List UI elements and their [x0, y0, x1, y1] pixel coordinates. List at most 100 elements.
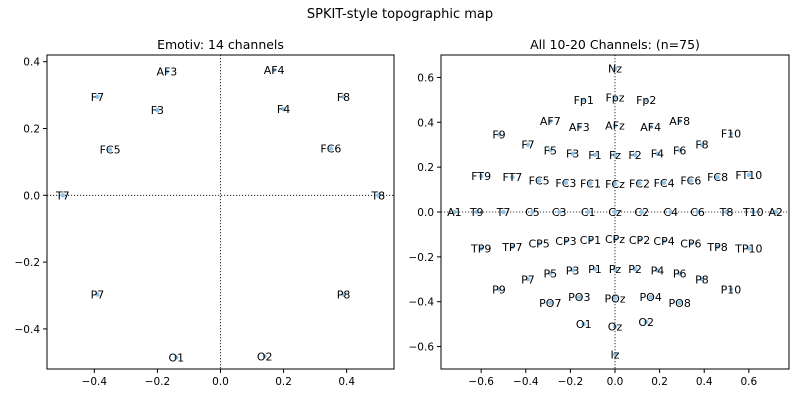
- channel-label-po3: PO3: [568, 291, 590, 304]
- y-tick-label: −0.4: [15, 324, 41, 336]
- x-tick-label: −0.2: [558, 376, 584, 388]
- channel-point-f1: [592, 152, 598, 158]
- channel-label-fc2: FC2: [629, 177, 650, 190]
- axes-10-20: All 10-20 Channels: (n=75) Nz Fp1 Fpz Fp2 AF7…: [409, 37, 790, 388]
- channel-label-a1: A1: [447, 206, 462, 219]
- channel-label-t8: T8: [719, 206, 734, 219]
- channel-point-nz: [612, 66, 618, 71]
- channel-point-fcz: [612, 181, 618, 187]
- channel-point-ft7: [510, 175, 515, 180]
- channel-point-fc5: [536, 178, 542, 183]
- channel-point-fc5: [107, 147, 113, 152]
- channel-label-o2: O2: [638, 316, 654, 329]
- channel-label-p7: P7: [521, 273, 535, 286]
- channel-label-f2: F2: [628, 149, 641, 162]
- channel-point-fc4: [661, 180, 667, 186]
- channel-label-cp2: CP2: [629, 234, 650, 247]
- channel-point-f5: [548, 148, 553, 153]
- channel-point-t7: [501, 209, 506, 215]
- channel-label-f8: F8: [337, 91, 350, 104]
- y-tick-label: 0.0: [23, 190, 40, 202]
- channel-label-t10: T10: [742, 206, 764, 219]
- channel-point-t9: [474, 209, 479, 215]
- channel-point-p7: [95, 292, 100, 297]
- channel-label-fcz: FCz: [605, 178, 625, 191]
- channel-point-c5: [530, 209, 535, 215]
- channel-point-f7: [95, 94, 100, 99]
- channel-point-p2: [632, 266, 638, 272]
- channel-point-f4: [281, 106, 286, 112]
- channel-label-po8: PO8: [669, 297, 691, 310]
- channel-label-cp5: CP5: [528, 237, 549, 250]
- channel-label-cz: Cz: [608, 206, 622, 219]
- channel-label-afz: AFz: [605, 120, 625, 133]
- channel-point-cp2: [637, 237, 642, 243]
- x-tick-label: 0.0: [607, 376, 624, 388]
- channel-label-cp4: CP4: [653, 235, 674, 248]
- channel-point-c1: [586, 209, 591, 215]
- channel-point-po3: [577, 295, 582, 300]
- x-tick-label: 0.2: [651, 376, 668, 388]
- channel-label-po7: PO7: [539, 297, 561, 310]
- channel-point-f9: [496, 132, 502, 137]
- channel-point-t10: [751, 209, 756, 215]
- x-tick-label: −0.4: [513, 376, 539, 388]
- channel-point-f3: [570, 151, 575, 156]
- channel-point-fp2: [644, 97, 649, 103]
- channel-point-f4: [655, 151, 660, 156]
- channel-label-af8: AF8: [669, 115, 690, 128]
- channel-point-iz: [612, 352, 618, 357]
- channel-point-po4: [648, 295, 653, 300]
- channel-label-fp1: Fp1: [574, 94, 594, 107]
- channel-label-f3: F3: [566, 148, 579, 161]
- channel-label-af3: AF3: [569, 121, 590, 134]
- channel-label-tp7: TP7: [501, 241, 522, 254]
- channel-label-af4: AF4: [640, 121, 661, 134]
- channel-point-c4: [668, 209, 673, 215]
- channel-label-fc3: FC3: [555, 177, 576, 190]
- channel-point-f7: [525, 142, 531, 147]
- channel-label-c4: C4: [663, 206, 678, 219]
- x-tick-label: 0.0: [212, 376, 229, 388]
- channel-point-af3: [164, 69, 170, 74]
- y-tick-label: 0.6: [417, 72, 434, 84]
- channel-label-f8: F8: [695, 139, 708, 152]
- axes-emotiv: Emotiv: 14 channels AF3 AF4 F7 F8 F3 F4 FC5 FC6 T…: [15, 37, 395, 388]
- channel-point-f8: [341, 94, 346, 99]
- channel-label-iz: Iz: [610, 348, 619, 361]
- channel-point-po7: [548, 300, 553, 306]
- channel-point-fp1: [581, 97, 586, 103]
- channel-label-o2: O2: [257, 350, 273, 363]
- channel-point-f10: [728, 131, 734, 136]
- channel-label-p9: P9: [492, 283, 506, 296]
- channel-label-fc5: FC5: [100, 144, 121, 157]
- channel-point-af4: [648, 124, 653, 129]
- channel-label-f6: F6: [673, 144, 686, 157]
- channel-label-cp1: CP1: [580, 234, 601, 247]
- channel-label-fc4: FC4: [654, 177, 675, 190]
- channel-label-f4: F4: [651, 148, 664, 161]
- channel-label-nz: Nz: [608, 62, 622, 75]
- y-tick-label: 0.4: [23, 57, 40, 69]
- channel-label-c1: C1: [581, 206, 596, 219]
- channel-label-a2: A2: [768, 206, 783, 219]
- channel-point-p7: [525, 277, 531, 282]
- channel-point-p6: [677, 271, 682, 276]
- channel-label-af4: AF4: [264, 64, 285, 77]
- x-tick-label: −0.6: [468, 376, 494, 388]
- channel-label-f5: F5: [544, 144, 557, 157]
- channel-point-p5: [548, 271, 553, 276]
- channel-label-p8: P8: [695, 273, 709, 286]
- channel-label-p6: P6: [673, 268, 687, 281]
- channel-point-cpz: [612, 236, 618, 242]
- channel-point-cp6: [688, 241, 694, 246]
- channel-point-f3: [155, 107, 160, 113]
- channel-label-fc5: FC5: [529, 175, 550, 188]
- axes-title: All 10-20 Channels: (n=75): [530, 37, 700, 52]
- channel-label-fz: Fz: [609, 149, 621, 162]
- channel-label-oz: Oz: [608, 320, 623, 333]
- channel-point-o1: [174, 355, 179, 360]
- channel-label-fpz: Fpz: [605, 92, 624, 105]
- x-tick-label: 0.2: [275, 376, 292, 388]
